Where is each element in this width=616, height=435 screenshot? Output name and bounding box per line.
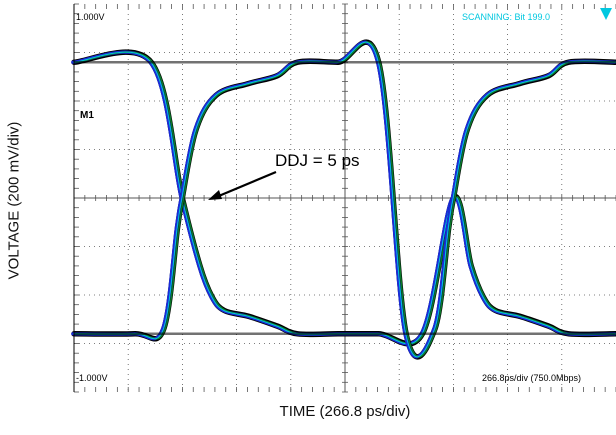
scanning-status: SCANNING: Bit 199.0 (462, 12, 550, 22)
x-axis-label: TIME (266.8 ps/div) (279, 403, 411, 420)
y-axis-label: VOLTAGE (200 mV/div) (5, 121, 23, 279)
bottom-left-voltage: -1.000V (76, 373, 108, 383)
marker-label: M1 (80, 110, 94, 121)
timebase-readout: 266.8ps/div (750.0Mbps) (482, 373, 581, 383)
ddj-arrow-line (213, 170, 277, 200)
top-left-voltage: 1.000V (76, 12, 105, 22)
ddj-annotation: DDJ = 5 ps (275, 151, 360, 170)
eye-traces (71, 39, 616, 360)
ddj-arrow-head-icon (208, 190, 222, 200)
trigger-marker-icon (600, 8, 612, 20)
grid (73, 3, 616, 393)
y-axis-label-box: VOLTAGE (200 mV/div) (2, 50, 26, 350)
